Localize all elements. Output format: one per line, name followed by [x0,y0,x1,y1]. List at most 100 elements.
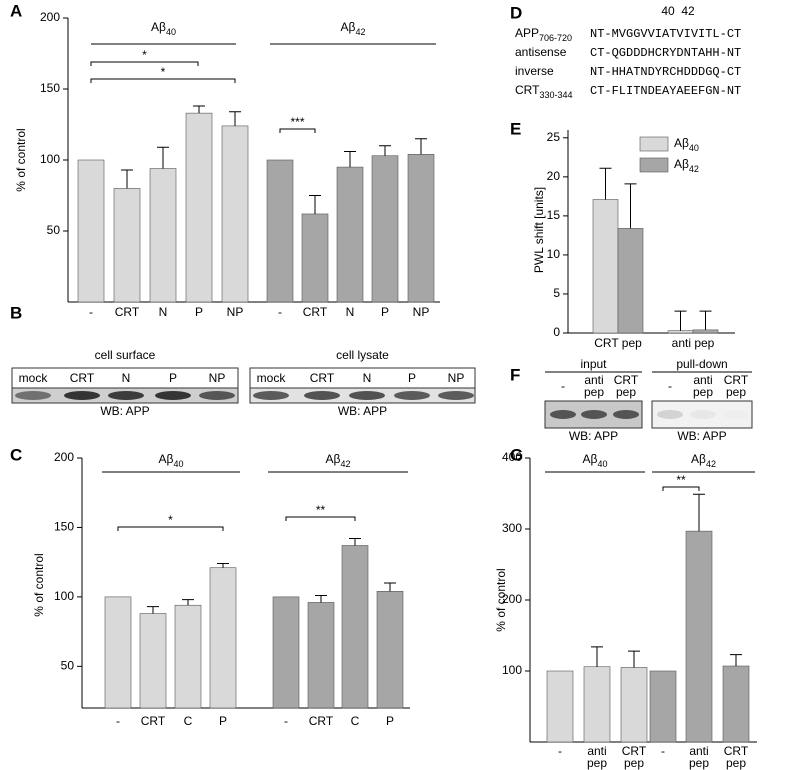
y-tick-label: 50 [61,659,75,673]
lane-label: mock [19,371,49,385]
significance-bracket [279,128,316,133]
y-tick-label: 100 [40,152,60,166]
y-tick-label: 200 [502,592,522,606]
label-main: Aβ [159,452,174,466]
blot-band [550,410,576,419]
x-tick-label: anti pep [672,336,715,350]
x-tick-label: anti [587,744,606,758]
significance-label: ** [316,503,326,517]
error-bar [229,111,241,126]
label-sub: 706-720 [539,33,572,43]
error-bar [193,105,205,114]
significance-label: ** [676,473,686,487]
blot-band [15,391,51,400]
y-tick-label: 5 [553,286,560,300]
lane-label: CRT [310,371,335,385]
sequence: NT-MVGGVVIATVIVITL-CT [590,27,741,41]
panel-letter: C [10,445,22,464]
blot-band [657,410,683,419]
blot-band [304,391,340,400]
error-bar [349,538,361,546]
label: Aβ42 [326,452,351,469]
label-sub: 42 [340,459,350,469]
panel-letter: G [510,445,523,464]
blot-band [394,391,430,400]
error-bar [628,650,640,668]
lane-label: NP [448,371,465,385]
y-tick-label: 150 [54,520,74,534]
y-tick-label: 0 [553,325,560,339]
blot-band [613,410,639,419]
error-bar [379,145,391,156]
lane-label: pep [693,385,713,399]
label-main: antisense [515,45,567,59]
blot-band [108,391,144,400]
x-tick-label: NP [413,305,430,319]
label-main: CRT [515,83,540,97]
label: Aβ40 [674,136,699,153]
error-bar [624,183,637,229]
bar [336,166,364,303]
label-sub: 330-344 [539,90,572,100]
significance-label: * [168,513,173,527]
label-sub: 42 [706,459,716,469]
lane-label: - [561,379,565,393]
bar [649,670,677,743]
bar [272,596,300,709]
blot-band [349,391,385,400]
y-tick-label: 20 [547,169,561,183]
panel-letter: A [10,1,22,20]
x-tick-label: P [195,305,203,319]
bar [266,159,294,303]
lane-label: pep [584,385,604,399]
label-sub: 40 [689,143,699,153]
bar [407,154,435,303]
label: CRT330-344 [515,83,572,100]
error-bar [730,654,742,667]
y-tick-label: 400 [502,450,522,464]
label-sub: 40 [173,459,183,469]
error-bar [599,167,612,200]
label: Aβ42 [691,452,716,469]
x-tick-label: NP [227,305,244,319]
lane-label: - [668,379,672,393]
blot-band [581,410,607,419]
label: inverse [515,64,554,78]
x-tick-label: CRT [141,714,166,728]
bar [149,168,177,303]
y-tick-label: 150 [40,81,60,95]
y-tick-label: 300 [502,521,522,535]
x-tick-label: pep [587,756,607,770]
y-tick-label: 50 [47,223,61,237]
lane-label: N [122,371,131,385]
x-tick-label: - [558,744,562,758]
error-bar [309,195,321,214]
lane-label: mock [257,371,287,385]
y-tick-label: 25 [547,130,561,144]
x-tick-label: CRT pep [594,336,642,350]
error-bar [157,146,169,169]
legend-swatch [639,157,669,173]
label: APP706-720 [515,26,572,43]
label: Aβ42 [674,157,699,174]
y-tick-label: 15 [547,208,561,222]
x-tick-label: P [386,714,394,728]
x-tick-label: CRT [115,305,140,319]
lane-label: pep [616,385,636,399]
x-tick-label: - [661,744,665,758]
bar [341,545,369,709]
sequence: CT-QGDDDHCRYDNTAHH-NT [590,46,741,60]
label-main: Aβ [674,157,689,171]
x-tick-label: P [381,305,389,319]
label: Aβ40 [151,20,176,37]
blot-band [723,410,749,419]
blot-band [199,391,235,400]
bar [371,155,399,303]
bar [104,596,132,709]
x-tick-label: pep [624,756,644,770]
x-tick-label: P [219,714,227,728]
blot-footer: WB: APP [569,429,618,443]
label: Aβ40 [159,452,184,469]
x-tick-label: pep [689,756,709,770]
